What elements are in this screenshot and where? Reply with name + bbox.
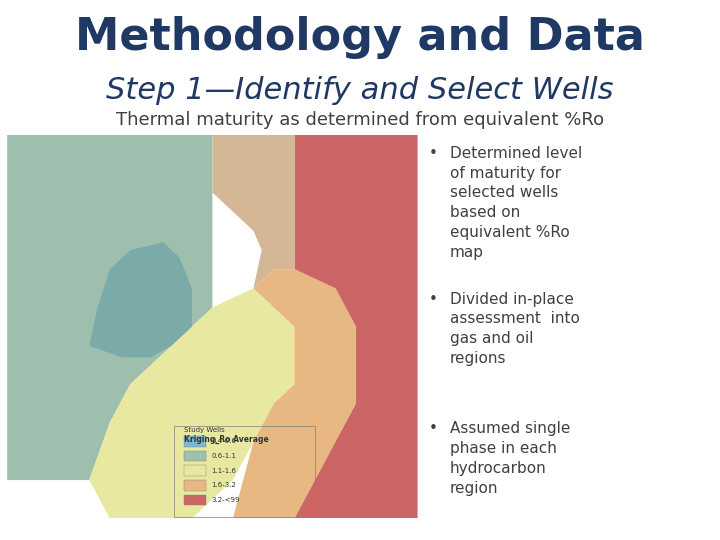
Text: 1.1-1.6: 1.1-1.6 (212, 468, 237, 474)
Text: Assumed single
phase in each
hydrocarbon
region: Assumed single phase in each hydrocarbon… (450, 421, 570, 496)
Polygon shape (7, 135, 212, 518)
Text: Study Wells: Study Wells (184, 427, 225, 433)
Bar (184, 465, 206, 476)
Text: •: • (428, 146, 437, 161)
Text: 0.6-1.1: 0.6-1.1 (212, 453, 237, 459)
Text: Determined level
of maturity for
selected wells
based on
equivalent %Ro
map: Determined level of maturity for selecte… (450, 146, 582, 260)
Text: Thermal maturity as determined from equivalent %Ro: Thermal maturity as determined from equi… (116, 111, 604, 129)
Text: Kriging_Ro Average: Kriging_Ro Average (184, 435, 269, 444)
Polygon shape (89, 242, 192, 357)
Text: 1.6-3.2: 1.6-3.2 (212, 482, 237, 488)
Polygon shape (89, 288, 294, 518)
Bar (184, 495, 206, 505)
Polygon shape (294, 135, 418, 518)
Bar (184, 451, 206, 461)
Text: 0.4-0.6: 0.4-0.6 (212, 438, 237, 444)
Text: Step 1—Identify and Select Wells: Step 1—Identify and Select Wells (107, 76, 613, 105)
Text: Methodology and Data: Methodology and Data (75, 16, 645, 59)
Bar (184, 436, 206, 447)
Polygon shape (233, 269, 356, 518)
Bar (184, 480, 206, 490)
Text: 3.2-<99: 3.2-<99 (212, 497, 240, 503)
Polygon shape (212, 135, 294, 288)
Text: •: • (428, 421, 437, 436)
Text: Divided in-place
assessment  into
gas and oil
regions: Divided in-place assessment into gas and… (450, 292, 580, 366)
Text: •: • (428, 292, 437, 307)
